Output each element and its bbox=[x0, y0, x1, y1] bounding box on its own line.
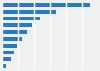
Bar bbox=[2, 10, 56, 13]
Bar bbox=[2, 30, 27, 34]
Bar bbox=[2, 58, 11, 61]
Bar bbox=[2, 44, 98, 48]
Bar bbox=[2, 44, 17, 48]
Bar bbox=[2, 30, 98, 34]
Bar bbox=[2, 10, 98, 13]
Bar bbox=[2, 51, 98, 54]
Bar bbox=[2, 51, 14, 54]
Bar bbox=[2, 64, 6, 68]
Bar bbox=[2, 3, 98, 7]
Bar bbox=[2, 37, 22, 41]
Bar bbox=[2, 17, 98, 20]
Bar bbox=[2, 23, 32, 27]
Bar bbox=[2, 58, 98, 61]
Bar bbox=[2, 23, 98, 27]
Bar bbox=[2, 3, 90, 7]
Bar bbox=[2, 64, 98, 68]
Bar bbox=[2, 17, 40, 20]
Bar bbox=[2, 37, 98, 41]
